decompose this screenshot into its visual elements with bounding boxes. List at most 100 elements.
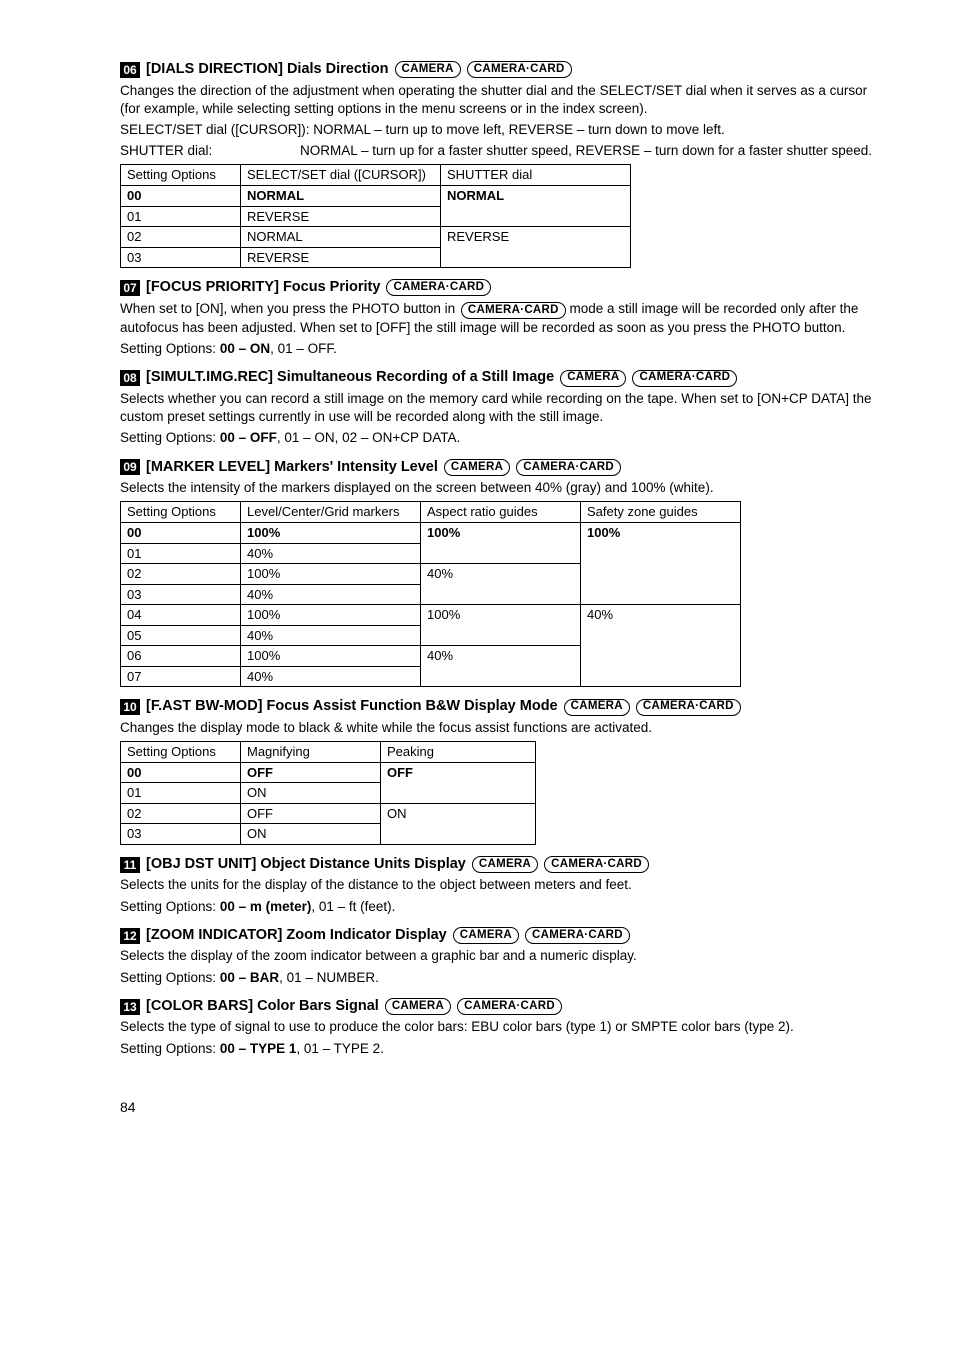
camera-badge: CAMERA <box>472 856 538 873</box>
table-cell: ON <box>241 824 381 845</box>
table-10: Setting OptionsMagnifyingPeaking00OFFOFF… <box>120 741 536 845</box>
table-header: Peaking <box>381 742 536 763</box>
table-cell: 05 <box>121 625 241 646</box>
options: Setting Options: 00 – OFF, 01 – ON, 02 –… <box>120 429 874 447</box>
desc: SHUTTER dial: NORMAL – turn up for a fas… <box>120 142 874 160</box>
table-cell: 40% <box>421 564 581 605</box>
title-text: [ZOOM INDICATOR] Zoom Indicator Display <box>146 926 447 946</box>
table-cell: 01 <box>121 783 241 804</box>
table-cell: 06 <box>121 646 241 667</box>
table-header: Magnifying <box>241 742 381 763</box>
table-cell: 100% <box>241 564 421 585</box>
title-text: [COLOR BARS] Color Bars Signal <box>146 997 379 1017</box>
table-header: Level/Center/Grid markers <box>241 502 421 523</box>
table-cell: REVERSE <box>241 247 441 268</box>
section-11: 11 [OBJ DST UNIT] Object Distance Units … <box>120 855 874 916</box>
camera-card-badge: CAMERA·CARD <box>632 370 737 387</box>
camera-card-badge: CAMERA·CARD <box>525 927 630 944</box>
table-cell: 40% <box>241 666 421 687</box>
table-cell: 03 <box>121 584 241 605</box>
table-header: Setting Options <box>121 165 241 186</box>
table-cell: 100% <box>421 522 581 563</box>
desc: Selects the units for the display of the… <box>120 876 874 894</box>
heading-09: 09 [MARKER LEVEL] Markers' Intensity Lev… <box>120 458 874 478</box>
section-08: 08 [SIMULT.IMG.REC] Simultaneous Recordi… <box>120 368 874 447</box>
options: Setting Options: 00 – BAR, 01 – NUMBER. <box>120 969 874 987</box>
table-header: Setting Options <box>121 742 241 763</box>
table-06: Setting OptionsSELECT/SET dial ([CURSOR]… <box>120 164 631 268</box>
section-07: 07 [FOCUS PRIORITY] Focus Priority CAMER… <box>120 278 874 358</box>
title-text: [SIMULT.IMG.REC] Simultaneous Recording … <box>146 368 554 388</box>
camera-card-badge: CAMERA·CARD <box>516 459 621 476</box>
options: Setting Options: 00 – TYPE 1, 01 – TYPE … <box>120 1040 874 1058</box>
table-cell: ON <box>241 783 381 804</box>
num-badge: 11 <box>120 857 140 873</box>
heading-06: 06 [DIALS DIRECTION] Dials Direction CAM… <box>120 60 874 80</box>
heading-10: 10 [F.AST BW-MOD] Focus Assist Function … <box>120 697 874 717</box>
heading-08: 08 [SIMULT.IMG.REC] Simultaneous Recordi… <box>120 368 874 388</box>
table-cell: OFF <box>241 803 381 824</box>
table-cell: 04 <box>121 605 241 626</box>
table-cell: OFF <box>241 762 381 783</box>
table-09: Setting OptionsLevel/Center/Grid markers… <box>120 501 741 687</box>
desc: Changes the display mode to black & whit… <box>120 719 874 737</box>
table-cell: REVERSE <box>441 227 631 268</box>
table-cell: 07 <box>121 666 241 687</box>
desc: SELECT/SET dial ([CURSOR]): NORMAL – tur… <box>120 121 874 139</box>
num-badge: 07 <box>120 280 140 296</box>
label: SHUTTER dial: <box>120 142 300 160</box>
table-cell: 01 <box>121 543 241 564</box>
heading-07: 07 [FOCUS PRIORITY] Focus Priority CAMER… <box>120 278 874 298</box>
table-cell: 03 <box>121 247 241 268</box>
num-badge: 10 <box>120 699 140 715</box>
camera-card-badge-inline: CAMERA·CARD <box>461 302 566 319</box>
table-cell: 00 <box>121 762 241 783</box>
table-cell: REVERSE <box>241 206 441 227</box>
section-06: 06 [DIALS DIRECTION] Dials Direction CAM… <box>120 60 874 268</box>
table-cell: 02 <box>121 564 241 585</box>
desc: Changes the direction of the adjustment … <box>120 82 874 118</box>
title-text: [OBJ DST UNIT] Object Distance Units Dis… <box>146 855 466 875</box>
heading-13: 13 [COLOR BARS] Color Bars Signal CAMERA… <box>120 997 874 1017</box>
desc: Selects the intensity of the markers dis… <box>120 479 874 497</box>
camera-card-badge: CAMERA·CARD <box>386 279 491 296</box>
table-cell: ON <box>381 803 536 844</box>
table-cell: 00 <box>121 522 241 543</box>
table-header: Setting Options <box>121 502 241 523</box>
table-cell: 40% <box>241 543 421 564</box>
table-cell: 100% <box>241 522 421 543</box>
title-text: [F.AST BW-MOD] Focus Assist Function B&W… <box>146 697 558 717</box>
heading-11: 11 [OBJ DST UNIT] Object Distance Units … <box>120 855 874 875</box>
camera-badge: CAMERA <box>385 998 451 1015</box>
num-badge: 12 <box>120 928 140 944</box>
camera-badge: CAMERA <box>453 927 519 944</box>
section-12: 12 [ZOOM INDICATOR] Zoom Indicator Displ… <box>120 926 874 987</box>
table-cell: 03 <box>121 824 241 845</box>
section-09: 09 [MARKER LEVEL] Markers' Intensity Lev… <box>120 458 874 688</box>
camera-card-badge: CAMERA·CARD <box>544 856 649 873</box>
table-header: SELECT/SET dial ([CURSOR]) <box>241 165 441 186</box>
table-header: SHUTTER dial <box>441 165 631 186</box>
camera-badge: CAMERA <box>560 370 626 387</box>
desc: Selects the display of the zoom indicato… <box>120 947 874 965</box>
camera-badge: CAMERA <box>395 61 461 78</box>
table-cell: NORMAL <box>441 185 631 226</box>
table-cell: 40% <box>241 584 421 605</box>
camera-badge: CAMERA <box>564 699 630 716</box>
table-cell: 100% <box>581 522 741 604</box>
table-cell: 02 <box>121 227 241 248</box>
num-badge: 08 <box>120 370 140 386</box>
options: Setting Options: 00 – m (meter), 01 – ft… <box>120 898 874 916</box>
heading-12: 12 [ZOOM INDICATOR] Zoom Indicator Displ… <box>120 926 874 946</box>
title-text: [FOCUS PRIORITY] Focus Priority <box>146 278 380 298</box>
table-cell: OFF <box>381 762 536 803</box>
title-text: [DIALS DIRECTION] Dials Direction <box>146 60 389 80</box>
table-header: Safety zone guides <box>581 502 741 523</box>
camera-card-badge: CAMERA·CARD <box>636 699 741 716</box>
table-cell: 100% <box>421 605 581 646</box>
table-header: Aspect ratio guides <box>421 502 581 523</box>
table-cell: 40% <box>581 605 741 687</box>
options: Setting Options: 00 – ON, 01 – OFF. <box>120 340 874 358</box>
value: NORMAL – turn up for a faster shutter sp… <box>300 142 872 160</box>
desc: Selects the type of signal to use to pro… <box>120 1018 874 1036</box>
